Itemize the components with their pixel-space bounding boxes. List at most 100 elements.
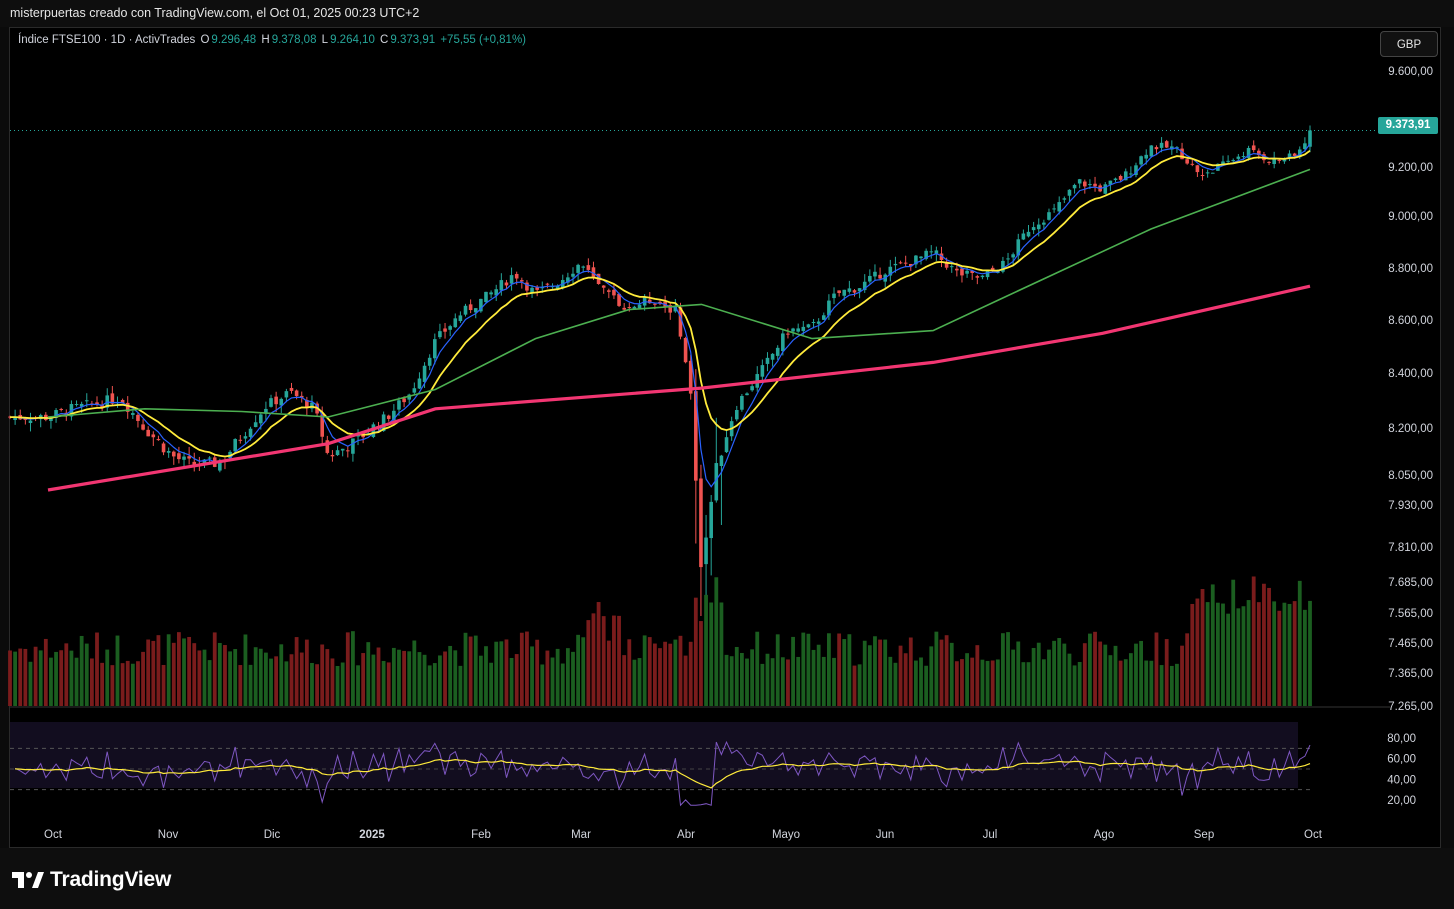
volume-bar: [120, 663, 125, 706]
candle-body: [1267, 161, 1271, 163]
candle-body: [832, 293, 836, 299]
volume-bar: [207, 660, 212, 706]
rsi-axis-label: 40,00: [1387, 774, 1416, 786]
candle-body: [1118, 176, 1123, 180]
volume-bar: [760, 663, 765, 706]
candle-body: [1011, 254, 1015, 258]
volume-bar: [243, 634, 248, 706]
volume-bar: [1267, 587, 1271, 706]
volume-bar: [1241, 606, 1246, 706]
candle-body: [243, 436, 248, 439]
candle-body: [990, 267, 995, 271]
volume-bar: [258, 648, 263, 706]
candle-body: [289, 387, 294, 391]
volume-bar: [1246, 600, 1251, 706]
currency-button[interactable]: GBP: [1380, 31, 1438, 57]
volume-bar: [397, 649, 401, 706]
candle-body: [463, 305, 468, 315]
volume-bar: [494, 641, 499, 706]
candle-body: [520, 280, 524, 282]
candle-body: [1139, 156, 1143, 165]
candle-body: [294, 390, 299, 397]
candle-body: [1103, 184, 1108, 194]
candle-body: [264, 408, 268, 414]
volume-bar: [545, 650, 550, 706]
candle-body: [653, 303, 657, 305]
volume-bar: [115, 635, 120, 706]
price-axis-label: 9.200,00: [1388, 162, 1433, 174]
candle-body: [847, 288, 852, 292]
volume-bar: [949, 642, 954, 706]
volume-bar: [1067, 653, 1072, 706]
candle-body: [422, 365, 427, 382]
volume-bar: [944, 635, 949, 706]
candle-body: [1123, 171, 1128, 181]
volume-bar: [161, 664, 166, 706]
volume-bar: [330, 658, 335, 706]
volume-bar: [376, 647, 381, 706]
candle-body: [1231, 160, 1236, 162]
volume-bar: [1272, 601, 1277, 706]
footer-bar: [0, 848, 1454, 909]
volume-bar: [658, 648, 662, 706]
volume-bar: [269, 658, 273, 706]
volume-bar: [765, 653, 770, 706]
candle-body: [417, 378, 422, 389]
volume-bar: [1041, 659, 1046, 706]
candle-body: [1251, 145, 1256, 151]
volume-bar: [581, 637, 586, 706]
candle-body: [269, 398, 273, 407]
candle-body: [412, 388, 417, 393]
price-axis-label: 7.685,00: [1388, 577, 1433, 589]
candle-body: [607, 290, 611, 292]
volume-bar: [453, 650, 458, 706]
volume-bar: [837, 633, 842, 706]
volume-bar: [970, 657, 975, 706]
volume-bar: [975, 645, 980, 706]
brand[interactable]: TradingView: [12, 866, 171, 894]
candle-body: [591, 267, 596, 277]
volume-bar: [873, 636, 877, 706]
volume-bar: [100, 662, 105, 706]
time-axis-label: Mayo: [772, 829, 800, 841]
volume-bar: [1231, 579, 1236, 706]
volume-bar: [806, 633, 811, 706]
candle-body: [1057, 202, 1062, 212]
volume-bar: [1175, 663, 1179, 706]
volume-bar: [463, 632, 468, 706]
candle-body: [688, 360, 693, 394]
candle-body: [284, 391, 289, 398]
candle-body: [274, 396, 278, 405]
time-axis-label: Oct: [1304, 829, 1323, 841]
volume-bar: [990, 660, 995, 706]
volume-bar: [1031, 647, 1036, 706]
candle-body: [545, 283, 550, 285]
volume-bar: [1221, 603, 1225, 706]
candle-body: [1067, 189, 1072, 196]
volume-bar: [1287, 603, 1292, 706]
candle-body: [985, 270, 990, 278]
candle-body: [136, 414, 140, 421]
volume-bar: [110, 665, 115, 706]
candle-body: [1144, 154, 1149, 159]
volume-bar: [842, 639, 847, 706]
volume-bar: [929, 646, 934, 706]
volume-bar: [985, 660, 990, 706]
rsi-axis-label: 80,00: [1387, 733, 1416, 745]
candle-body: [827, 300, 831, 316]
open-key: O: [200, 34, 210, 46]
low-key: L: [321, 34, 329, 46]
ma-long-line: [47, 284, 1311, 492]
volume-bar: [28, 661, 33, 706]
candle-body: [371, 424, 376, 437]
volume-bar: [755, 631, 760, 706]
volume-bar: [484, 646, 488, 706]
volume-bar: [888, 656, 893, 706]
volume-bar: [852, 665, 857, 706]
symbol-name[interactable]: Índice FTSE100 · 1D · ActivTrades: [18, 34, 196, 46]
candle-body: [299, 395, 304, 398]
volume-bar: [84, 643, 89, 706]
candle-body: [182, 456, 186, 460]
candle-body: [571, 273, 575, 277]
